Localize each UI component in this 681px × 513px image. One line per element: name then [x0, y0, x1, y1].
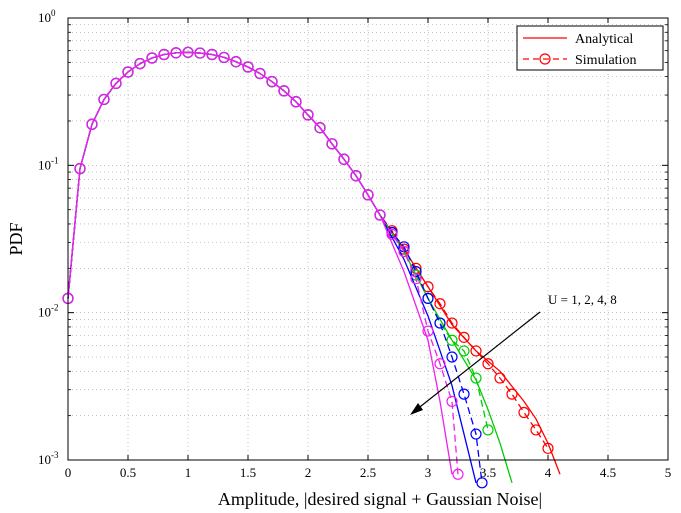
x-tick-label: 4.5	[600, 465, 616, 480]
annotation-text: U = 1, 2, 4, 8	[548, 292, 617, 307]
x-tick-label: 1.5	[240, 465, 256, 480]
series-u-1-simulation-point	[434, 298, 446, 310]
series-u-8-simulation-point	[254, 67, 266, 80]
series-u-8-simulation-point	[74, 163, 86, 175]
y-axis-label: PDF	[6, 222, 26, 255]
series-u-8-simulation-point	[134, 58, 146, 70]
legend-analytical-label: Analytical	[575, 32, 633, 47]
series-u-8-simulation-point	[86, 118, 98, 130]
series-u-8-simulation-point	[302, 109, 314, 121]
series-u-8-simulation-point	[122, 66, 134, 78]
series-u-8-simulation-point	[242, 61, 254, 73]
annotation-arrow-shaft	[415, 311, 541, 411]
legend-simulation-marker	[539, 53, 551, 65]
y-tick-label: 10-1	[38, 155, 59, 172]
ticks: 0 0.5 1 1.5 2 2.5 3 3.5 4 4.5 5 10-3 10-2 10-1 100	[38, 8, 671, 480]
series-u-8-simulation-point	[182, 46, 194, 58]
series-u-1-simulation-point	[470, 345, 482, 357]
series-u-2-simulation-point	[482, 424, 494, 436]
series-u-8-simulation-point	[446, 395, 458, 407]
series-u-8-simulation-point	[374, 209, 386, 221]
legend-simulation-label: Simulation	[575, 53, 636, 68]
series-u-1-simulation-point	[518, 406, 530, 419]
series-u-8-simulation-point	[218, 51, 230, 64]
x-tick-label: 2	[305, 465, 312, 480]
series-u-8-simulation-point	[452, 468, 464, 480]
series-layer	[62, 46, 561, 489]
series-u-8-simulation-point	[194, 47, 206, 59]
x-tick-label: 2.5	[360, 465, 376, 480]
x-tick-label: 0.5	[120, 465, 136, 480]
series-u-8-simulation-point	[110, 77, 122, 89]
y-tick-label: 10-2	[38, 303, 59, 320]
series-u-4-simulation-point	[446, 351, 458, 363]
series-u-8-simulation-point	[434, 358, 446, 370]
series-u-8-simulation-point	[386, 228, 398, 240]
series-u-8-simulation-point	[206, 48, 218, 61]
series-u-4-simulation-point	[470, 428, 482, 440]
series-u-8-simulation-point	[398, 245, 410, 258]
series-u-8-simulation-point	[158, 48, 170, 61]
series-u-1-simulation-point	[530, 424, 542, 436]
series-u-8-simulation-point	[350, 170, 362, 182]
series-u-8-simulation-point	[422, 325, 434, 337]
x-axis-label: Amplitude, |desired signal + Gaussian No…	[218, 489, 542, 509]
y-tick-label: 10-3	[38, 450, 59, 467]
series-u-1-simulation-point	[446, 317, 458, 329]
series-u-8-simulation-point	[278, 85, 290, 97]
series-u-1-simulation-point	[542, 442, 554, 454]
series-u-8-simulation-point	[146, 52, 158, 64]
series-u-8-simulation-point	[266, 76, 278, 88]
series-u-2-simulation-point	[458, 345, 470, 357]
series-u-8-simulation-point	[338, 153, 350, 165]
series-u-8-simulation-point	[326, 138, 338, 150]
series-u-8-simulation-point	[410, 273, 422, 285]
series-u-4-simulation-point	[476, 477, 488, 489]
series-u-8-simulation-point	[230, 56, 242, 68]
x-tick-label: 1	[185, 465, 192, 480]
series-u-4-simulation-point	[434, 317, 446, 329]
x-tick-label: 3	[425, 465, 432, 480]
series-u-1-simulation-point	[482, 358, 494, 370]
series-u-8-simulation-point	[170, 47, 182, 59]
series-u-4-simulation-point	[458, 388, 470, 400]
series-u-8-simulation-point	[314, 122, 326, 134]
series-u-2-simulation-point	[470, 372, 482, 384]
x-tick-label: 0	[65, 465, 72, 480]
legend: Analytical Simulation	[516, 25, 664, 71]
series-u-1-simulation-point	[458, 331, 470, 343]
series-u-8-simulation-point	[362, 189, 374, 201]
x-tick-label: 4	[545, 465, 552, 480]
series-u-4-simulation-point	[398, 241, 410, 253]
series-u-8-simulation-line	[67, 51, 459, 475]
series-u-4-simulation-point	[422, 292, 434, 304]
series-u-2-simulation-point	[446, 334, 458, 346]
series-u-4-simulation-point	[410, 266, 422, 278]
series-u-8-simulation-point	[98, 93, 110, 106]
series-u-1-simulation-point	[506, 388, 518, 400]
y-tick-label: 100	[38, 8, 56, 25]
series-u-1-simulation-point	[494, 372, 506, 384]
x-tick-label: 5	[665, 465, 672, 480]
annotation-arrowhead	[410, 403, 423, 415]
series-u-8-simulation-point	[290, 96, 302, 108]
x-tick-label: 3.5	[480, 465, 496, 480]
